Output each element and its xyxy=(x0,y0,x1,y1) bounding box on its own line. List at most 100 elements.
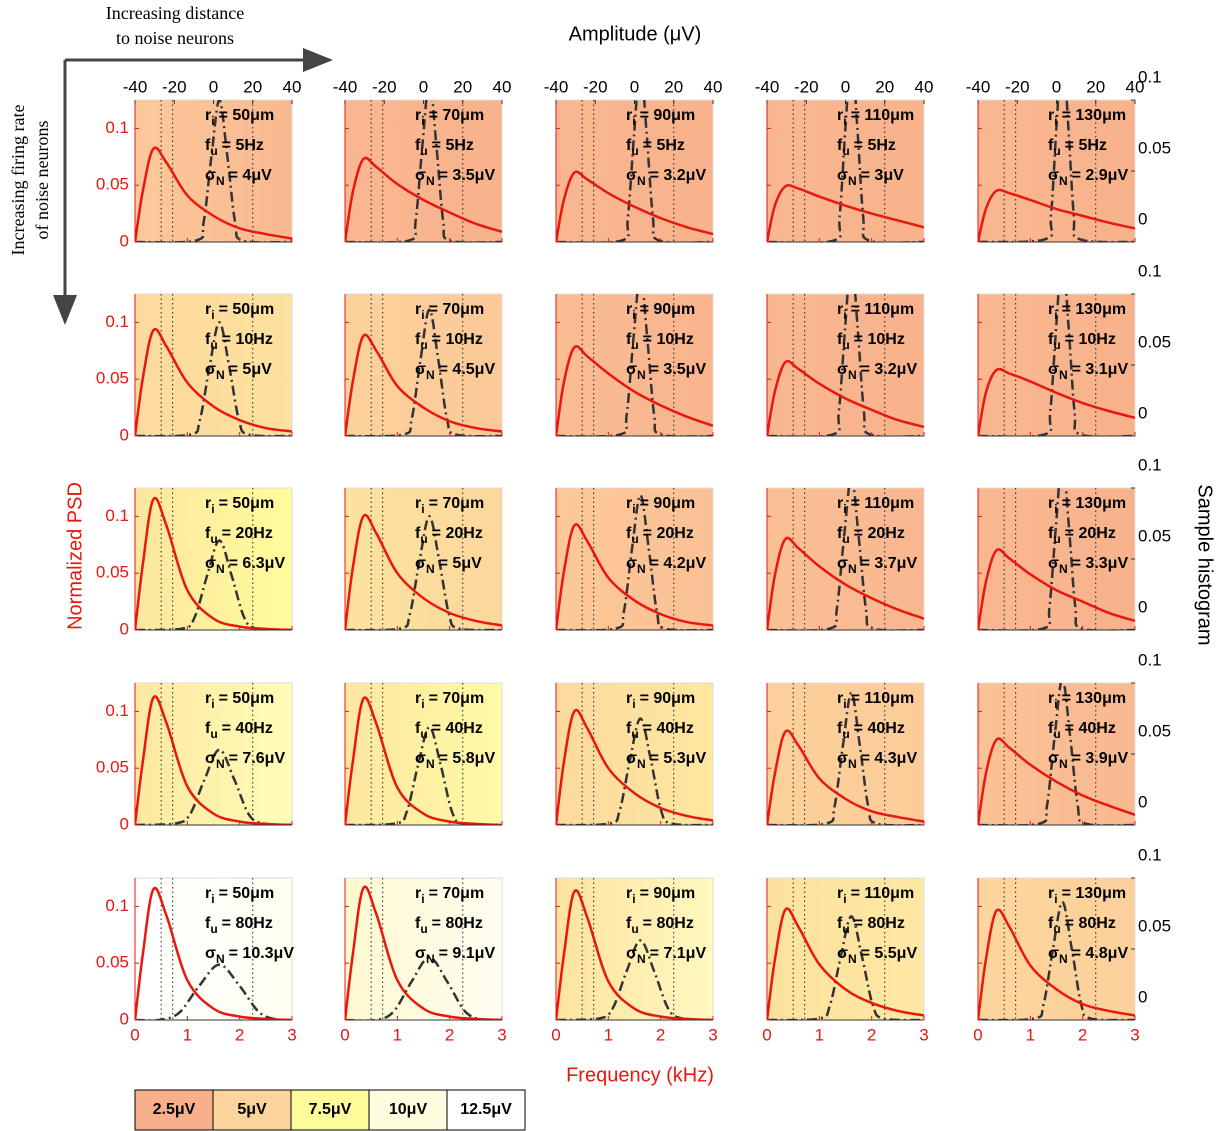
parameter-symbol: r xyxy=(626,301,632,318)
y-tick-label: 0.05 xyxy=(96,758,129,777)
parameter-subscript: u xyxy=(631,338,638,352)
y2-tick-label: 0.05 xyxy=(1138,526,1171,545)
histogram-curve xyxy=(767,488,924,630)
x-tick-label: 1 xyxy=(393,1025,402,1044)
parameter-label: σN = 10.3μV xyxy=(205,945,294,966)
parameter-symbol: σ xyxy=(205,555,216,572)
x-tick-label: 1 xyxy=(183,1025,192,1044)
panel: ri = 110μm fu = 20Hz σN = 3.7μV xyxy=(766,487,925,631)
parameter-value: = 40Hz xyxy=(222,720,273,737)
y-tick-label: 0 xyxy=(120,814,129,833)
parameter-subscript: i xyxy=(421,502,424,516)
parameter-label: ri = 110μm xyxy=(837,885,914,906)
psd-curve xyxy=(345,885,502,1020)
parameter-symbol: σ xyxy=(1048,167,1059,184)
y2-tick-label: 0 xyxy=(1138,987,1147,1006)
parameter-symbol: σ xyxy=(626,167,637,184)
parameter-symbol: r xyxy=(1048,885,1054,902)
parameter-value: = 80Hz xyxy=(222,915,273,932)
parameter-subscript: N xyxy=(848,562,857,576)
x-tick-label: 1 xyxy=(1026,1025,1035,1044)
histogram-curve xyxy=(345,100,502,242)
parameter-value: = 5Hz xyxy=(222,137,264,154)
x2-tick-label: -40 xyxy=(333,77,358,96)
parameter-symbol: f xyxy=(415,915,421,932)
x2-tick-label: -20 xyxy=(162,77,187,96)
y2-tick-label: 0.1 xyxy=(1138,67,1162,86)
parameter-symbol: σ xyxy=(837,750,848,767)
parameter-subscript: u xyxy=(1053,922,1060,936)
parameter-label: ri = 50μm xyxy=(205,495,274,516)
parameter-symbol: σ xyxy=(626,555,637,572)
parameter-label: fu = 5Hz xyxy=(415,137,474,158)
parameter-subscript: N xyxy=(1059,368,1068,382)
parameter-subscript: u xyxy=(210,144,217,158)
histogram-curve xyxy=(978,900,1135,1020)
parameter-value: = 90μm xyxy=(640,885,696,902)
parameter-value: = 7.1μV xyxy=(650,945,707,962)
parameter-subscript: u xyxy=(842,532,849,546)
parameter-symbol: f xyxy=(415,331,421,348)
y2-tick-label: 0.05 xyxy=(1138,138,1171,157)
y-tick-label: 0.05 xyxy=(96,369,129,388)
panel: 0 0.05 0.1 0 1 2 3 ri = 130μm fu = 80Hz σN = 4.8μV xyxy=(973,845,1171,1044)
parameter-symbol: r xyxy=(837,495,843,512)
parameter-symbol: r xyxy=(205,690,211,707)
parameter-label: fu = 80Hz xyxy=(205,915,273,936)
parameter-subscript: u xyxy=(842,338,849,352)
parameter-symbol: f xyxy=(1048,915,1054,932)
y2-tick-label: 0.1 xyxy=(1138,845,1162,864)
y-tick-label: 0.05 xyxy=(96,563,129,582)
parameter-symbol: f xyxy=(626,720,632,737)
psd-curve xyxy=(978,737,1135,825)
x-tick-label: 0 xyxy=(762,1025,771,1044)
parameter-label: ri = 130μm xyxy=(1048,495,1126,516)
parameter-value: = 5μV xyxy=(439,555,482,572)
parameter-symbol: f xyxy=(837,915,843,932)
panel: -40 -20 0 20 40 ri = 90μm fu = 5Hz σN = 3.2μV xyxy=(544,77,722,243)
parameter-subscript: u xyxy=(631,922,638,936)
panel: ri = 90μm fu = 10Hz σN = 3.5μV xyxy=(555,293,714,437)
y-tick-label: 0 xyxy=(120,425,129,444)
parameter-symbol: σ xyxy=(837,555,848,572)
parameter-symbol: σ xyxy=(205,361,216,378)
parameter-value: = 5Hz xyxy=(1065,137,1107,154)
parameter-subscript: i xyxy=(632,502,635,516)
parameter-value: = 130μm xyxy=(1062,495,1127,512)
parameter-value: = 4μV xyxy=(229,167,272,184)
parameter-symbol: σ xyxy=(837,167,848,184)
x2-tick-label: -40 xyxy=(755,77,780,96)
histogram-curve xyxy=(135,100,292,242)
parameter-label: σN = 4.2μV xyxy=(626,555,706,576)
distance-arrow-label: Increasing distance xyxy=(106,3,244,23)
parameter-value: = 70μm xyxy=(429,495,485,512)
parameter-subscript: N xyxy=(216,952,225,966)
parameter-symbol: f xyxy=(626,915,632,932)
histogram-curve xyxy=(556,493,713,630)
parameter-symbol: σ xyxy=(626,945,637,962)
parameter-symbol: f xyxy=(626,137,632,154)
parameter-label: fu = 80Hz xyxy=(415,915,483,936)
y-axis-label: Normalized PSD xyxy=(64,482,86,630)
parameter-label: ri = 50μm xyxy=(205,107,274,128)
histogram-curve xyxy=(978,100,1135,242)
parameter-value: = 70μm xyxy=(429,885,485,902)
legend-label: 5μV xyxy=(237,1101,267,1118)
parameter-label: σN = 5μV xyxy=(205,361,272,382)
psd-curve xyxy=(978,908,1135,1020)
parameter-subscript: N xyxy=(637,757,646,771)
parameter-value: = 20Hz xyxy=(1065,525,1116,542)
parameter-label: σN = 3.3μV xyxy=(1048,555,1128,576)
parameter-value: = 5.8μV xyxy=(439,750,496,767)
x-tick-label: 2 xyxy=(445,1025,454,1044)
parameter-symbol: r xyxy=(415,107,421,124)
parameter-label: fu = 20Hz xyxy=(415,525,483,546)
panel: ri = 90μm fu = 40Hz σN = 5.3μV xyxy=(555,682,714,826)
parameter-subscript: N xyxy=(1059,757,1068,771)
parameter-subscript: u xyxy=(210,727,217,741)
parameter-label: fu = 10Hz xyxy=(1048,331,1116,352)
parameter-label: fu = 40Hz xyxy=(415,720,483,741)
parameter-value: = 80Hz xyxy=(432,915,483,932)
parameter-subscript: i xyxy=(843,892,846,906)
parameter-symbol: r xyxy=(205,885,211,902)
